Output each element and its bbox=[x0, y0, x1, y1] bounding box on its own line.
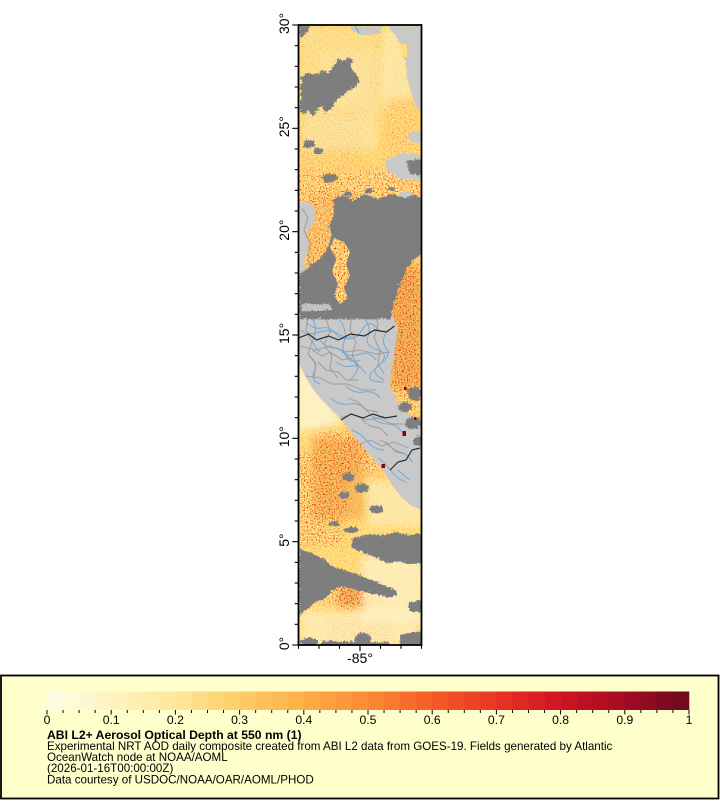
svg-text:0.9: 0.9 bbox=[616, 713, 633, 727]
svg-text:10°: 10° bbox=[276, 426, 292, 447]
svg-text:0.3: 0.3 bbox=[231, 713, 248, 727]
svg-text:25°: 25° bbox=[276, 116, 292, 137]
svg-text:Experimental NRT AOD daily com: Experimental NRT AOD daily composite cre… bbox=[47, 740, 613, 753]
svg-text:0.5: 0.5 bbox=[360, 713, 377, 727]
svg-text:-85°: -85° bbox=[347, 650, 373, 666]
svg-text:0.7: 0.7 bbox=[488, 713, 505, 727]
svg-text:0: 0 bbox=[44, 713, 51, 727]
svg-text:0.2: 0.2 bbox=[167, 713, 184, 727]
svg-text:1: 1 bbox=[686, 713, 693, 727]
svg-text:5°: 5° bbox=[276, 533, 292, 546]
svg-text:15°: 15° bbox=[276, 323, 292, 344]
svg-text:(2026-01-16T00:00:00Z): (2026-01-16T00:00:00Z) bbox=[47, 762, 173, 775]
svg-text:ABI L2+ Aerosol Optical Depth: ABI L2+ Aerosol Optical Depth at 550 nm … bbox=[47, 728, 302, 742]
svg-text:0.6: 0.6 bbox=[424, 713, 441, 727]
svg-text:20°: 20° bbox=[276, 220, 292, 241]
svg-text:Data courtesy of USDOC/NOAA/OA: Data courtesy of USDOC/NOAA/OAR/AOML/PHO… bbox=[47, 774, 314, 787]
svg-text:0.8: 0.8 bbox=[552, 713, 569, 727]
svg-text:0.4: 0.4 bbox=[295, 713, 312, 727]
svg-text:OceanWatch node at NOAA/AOML: OceanWatch node at NOAA/AOML bbox=[47, 751, 228, 764]
svg-text:30°: 30° bbox=[276, 13, 292, 34]
svg-text:0.1: 0.1 bbox=[103, 713, 120, 727]
svg-text:0°: 0° bbox=[276, 637, 292, 650]
